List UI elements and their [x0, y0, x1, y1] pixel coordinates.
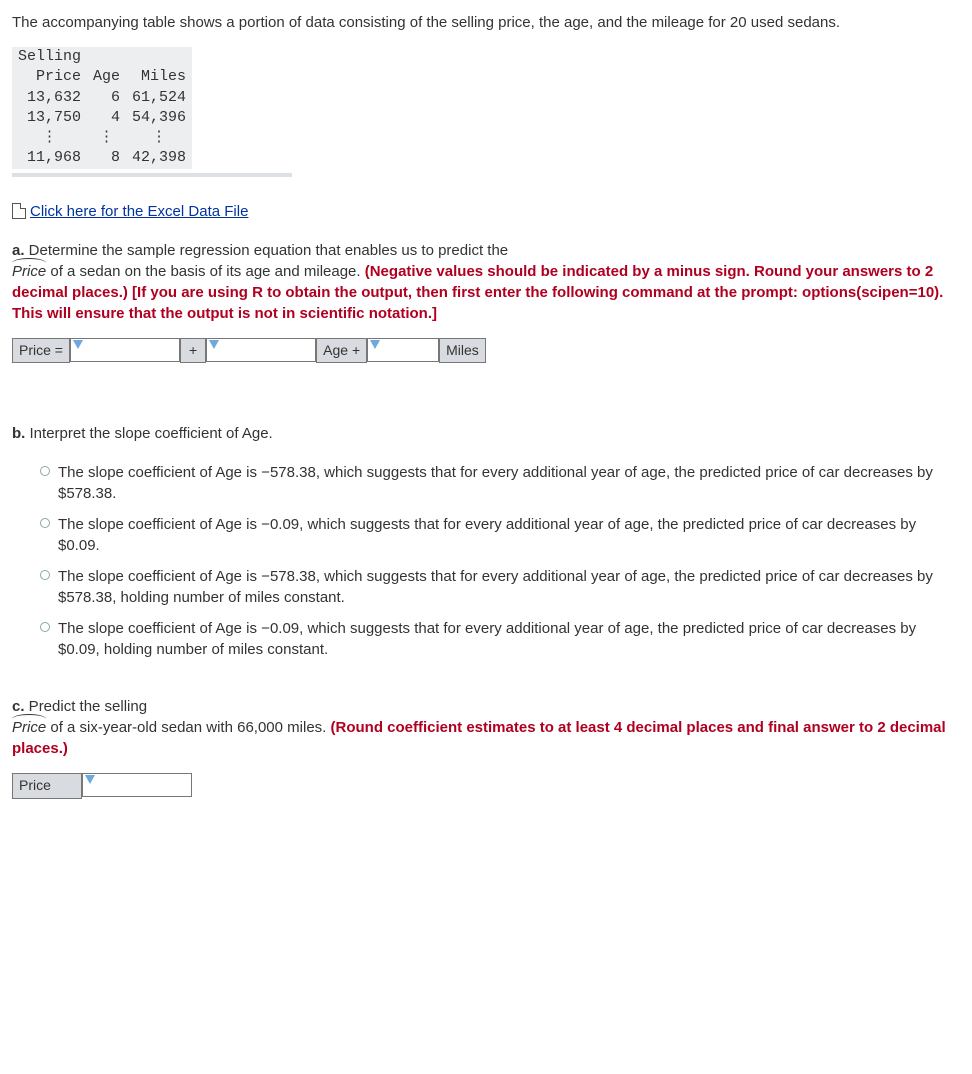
q-a-line1: Determine the sample regression equation… — [25, 242, 509, 259]
radio-group: The slope coefficient of Age is −578.38,… — [40, 462, 960, 660]
price-hat: Price — [12, 261, 46, 282]
q-c-line1: Predict the selling — [25, 698, 148, 715]
eq-miles-label: Miles — [439, 338, 486, 364]
radio-option-4[interactable]: The slope coefficient of Age is −0.09, w… — [40, 618, 960, 660]
col-price-hdr-2: Price — [12, 67, 87, 87]
eq-price-label: Price = — [12, 338, 70, 364]
q-c-line2: of a six-year-old sedan with 66,000 mile… — [46, 719, 330, 736]
table-row-vdots: ⋮ ⋮ ⋮ — [12, 128, 192, 148]
table-row: 13,632 6 61,524 — [12, 88, 192, 108]
price-hat-c: Price — [12, 717, 46, 738]
radio-icon — [40, 518, 50, 528]
question-c: c. Predict the selling Price of a six-ye… — [12, 696, 960, 759]
radio-icon — [40, 466, 50, 476]
q-c-label: c. — [12, 698, 25, 715]
radio-label: The slope coefficient of Age is −578.38,… — [58, 464, 933, 502]
radio-label: The slope coefficient of Age is −578.38,… — [58, 568, 933, 606]
col-price-hdr-1: Selling — [12, 47, 87, 67]
q-a-line2: of a sedan on the basis of its age and m… — [46, 263, 365, 280]
price-answer-input[interactable] — [82, 773, 192, 797]
eq-plus-1: + — [180, 338, 206, 364]
radio-icon — [40, 622, 50, 632]
data-table: Selling Price Age Miles 13,632 6 61,524 … — [12, 47, 192, 169]
eq-miles-coef-input[interactable] — [367, 338, 439, 362]
radio-option-1[interactable]: The slope coefficient of Age is −578.38,… — [40, 462, 960, 504]
file-link-text: Click here for the Excel Data File — [30, 201, 248, 222]
equation-row: Price = + Age + Miles — [12, 338, 960, 364]
q-b-text: Interpret the slope coefficient of Age. — [25, 425, 272, 442]
table-row: 11,968 8 42,398 — [12, 148, 192, 168]
q-b-label: b. — [12, 425, 25, 442]
radio-icon — [40, 570, 50, 580]
radio-label: The slope coefficient of Age is −0.09, w… — [58, 516, 916, 554]
col-age-hdr: Age — [87, 67, 126, 87]
radio-label: The slope coefficient of Age is −0.09, w… — [58, 620, 916, 658]
table-row: 13,750 4 54,396 — [12, 108, 192, 128]
price-answer-label: Price — [12, 773, 82, 799]
price-answer-row: Price — [12, 773, 960, 799]
question-b: b. Interpret the slope coefficient of Ag… — [12, 423, 960, 444]
radio-option-2[interactable]: The slope coefficient of Age is −0.09, w… — [40, 514, 960, 556]
eq-age-coef-input[interactable] — [206, 338, 316, 362]
eq-intercept-input[interactable] — [70, 338, 180, 362]
q-a-label: a. — [12, 242, 25, 259]
col-miles-hdr: Miles — [126, 67, 192, 87]
table-footer-strip — [12, 173, 292, 177]
intro-text: The accompanying table shows a portion o… — [12, 12, 960, 33]
eq-age-label: Age + — [316, 338, 367, 364]
question-a: a. Determine the sample regression equat… — [12, 240, 960, 324]
file-icon — [12, 203, 26, 219]
radio-option-3[interactable]: The slope coefficient of Age is −578.38,… — [40, 566, 960, 608]
excel-data-file-link[interactable]: Click here for the Excel Data File — [12, 201, 248, 222]
